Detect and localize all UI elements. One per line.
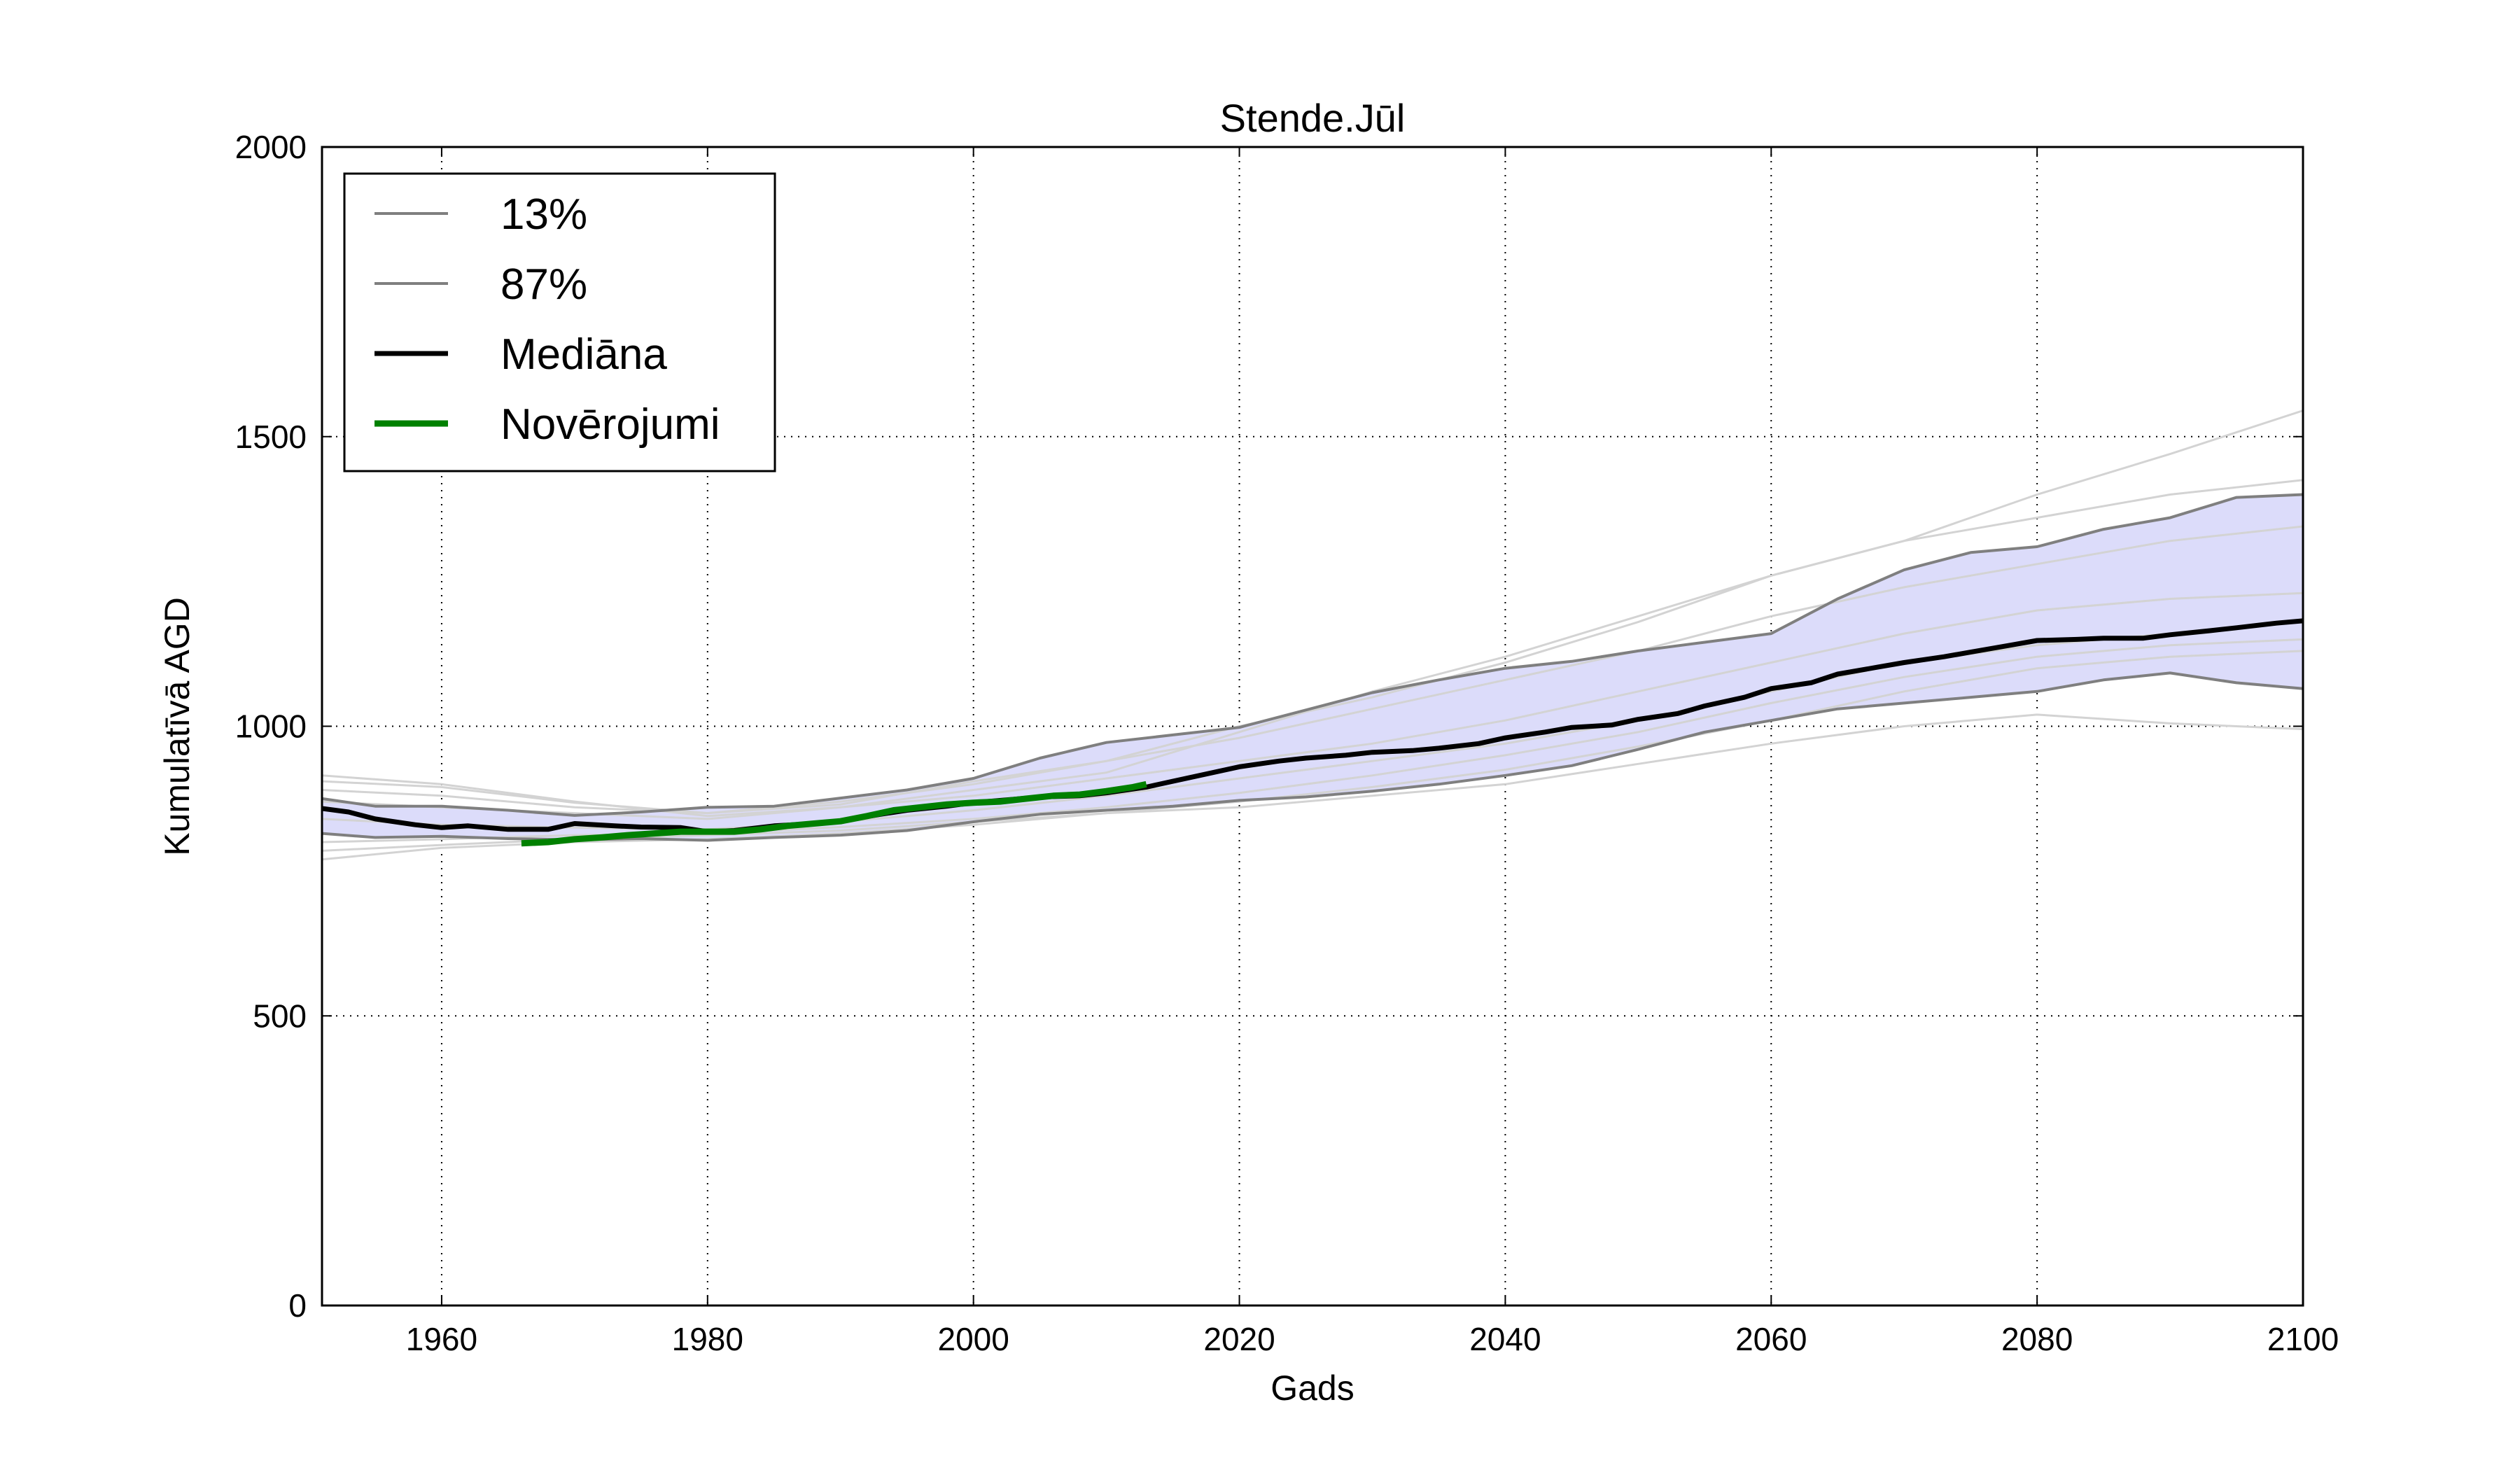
y-tick-label: 1000 xyxy=(235,708,307,745)
x-tick-label: 2040 xyxy=(1469,1321,1541,1357)
x-tick-label: 1980 xyxy=(672,1321,743,1357)
x-axis-label: Gads xyxy=(1270,1368,1354,1408)
y-tick-label: 1500 xyxy=(235,419,307,455)
y-axis-label: Kumulatīvā AGD xyxy=(158,597,197,856)
x-tick-label: 2100 xyxy=(2267,1321,2339,1357)
legend-label: 87% xyxy=(500,260,587,309)
legend: 13% 87% Mediāna Novērojumi xyxy=(343,172,776,472)
series-lines xyxy=(322,493,2303,847)
x-tick-label: 2020 xyxy=(1203,1321,1275,1357)
y-tick-label: 500 xyxy=(253,997,307,1034)
series-line-percentile-high xyxy=(322,493,2303,817)
legend-label: Mediāna xyxy=(500,330,667,379)
chart-title: Stende.Jūl xyxy=(1220,96,1406,140)
ensemble-member-line xyxy=(322,713,2303,861)
series-line-median xyxy=(322,618,2303,834)
series-line-percentile-low xyxy=(322,671,2303,842)
series-line-observations xyxy=(521,780,1147,847)
x-tick-label: 2060 xyxy=(1735,1321,1807,1357)
y-tick-label: 0 xyxy=(288,1287,307,1324)
x-tick-label: 2080 xyxy=(2001,1321,2073,1357)
legend-label: Novērojumi xyxy=(500,400,720,449)
x-tick-label: 2000 xyxy=(937,1321,1009,1357)
legend-label: 13% xyxy=(500,190,587,239)
ensemble-member-line xyxy=(322,479,2303,815)
x-tick-label: 1960 xyxy=(406,1321,477,1357)
ensemble-member-line xyxy=(322,592,2303,820)
y-axis-ticks: 0 500 1000 1500 2000 xyxy=(235,129,2303,1324)
y-tick-label: 2000 xyxy=(235,129,307,165)
ensemble-member-line xyxy=(322,525,2303,815)
x-axis-ticks: 1960 1980 2000 2020 2040 2060 2080 2100 xyxy=(406,147,2339,1357)
